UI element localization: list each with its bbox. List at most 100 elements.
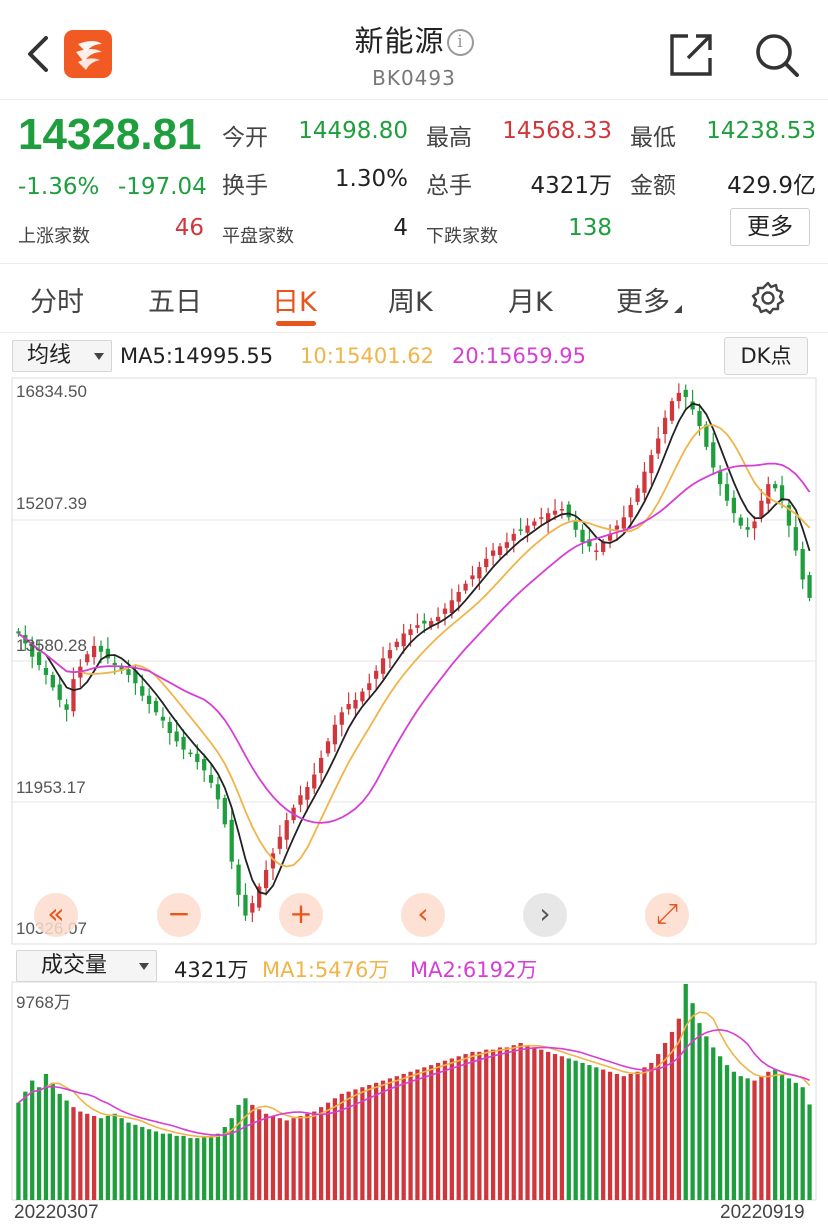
turnover-label: 换手 (222, 173, 268, 199)
rewind-button[interactable]: « (34, 893, 78, 937)
candle (250, 903, 255, 913)
candle (621, 517, 626, 529)
volume-bar (731, 1071, 737, 1200)
candle (98, 645, 104, 652)
volume-current: 4321万 (174, 958, 249, 982)
candle (181, 736, 186, 750)
indicator-select-value: 均线 (27, 343, 72, 368)
volume-bar (353, 1089, 358, 1200)
tab-daily-k[interactable]: 日K (272, 287, 317, 318)
volume-bar (745, 1078, 750, 1200)
zoom-out-button[interactable]: − (157, 893, 201, 937)
dk-point-button[interactable]: DK点 (724, 337, 808, 375)
search-icon[interactable] (754, 32, 800, 78)
volume-indicator-select[interactable]: 成交量 (16, 950, 157, 982)
tab-five-day[interactable]: 五日 (148, 287, 202, 318)
volume-bar (394, 1076, 399, 1200)
volume-bar (57, 1093, 62, 1200)
volume-bar (167, 1133, 172, 1200)
volume-bar (332, 1098, 338, 1200)
high-label: 最高 (426, 125, 472, 151)
candle (30, 641, 35, 657)
candle (456, 591, 461, 602)
more-quote-button[interactable]: 更多 (730, 208, 810, 246)
candle (147, 695, 152, 704)
candle (800, 549, 805, 580)
tab-intraday[interactable]: 分时 (30, 287, 84, 318)
volume-bar (222, 1127, 227, 1200)
info-icon[interactable]: i (446, 29, 474, 56)
volume-bar (195, 1138, 200, 1200)
candle (511, 533, 516, 541)
candle (422, 620, 427, 624)
candle (601, 542, 606, 552)
volume-bar (704, 1036, 709, 1200)
volume-bar (532, 1047, 537, 1200)
volume-bar (449, 1058, 454, 1200)
tab-monthly-k[interactable]: 月K (508, 287, 553, 318)
candle (57, 684, 62, 700)
volume-bar (759, 1076, 764, 1200)
candle (380, 658, 386, 674)
candle (607, 533, 613, 541)
candle (690, 401, 695, 410)
tab-weekly-k[interactable]: 周K (388, 287, 433, 318)
scroll-left-button[interactable]: ‹ (401, 893, 445, 937)
candle (532, 521, 537, 526)
gear-icon[interactable] (750, 280, 786, 316)
volume-bar (98, 1118, 104, 1200)
candle (263, 869, 269, 889)
candle (270, 853, 276, 869)
volume-bar (594, 1067, 599, 1200)
volume-bar (374, 1082, 379, 1200)
candle (257, 886, 262, 908)
candle (766, 484, 771, 504)
candle (325, 741, 331, 754)
start-date: 20220307 (14, 1202, 99, 1223)
volume-bar (415, 1069, 420, 1200)
volume-ma2: MA2:6192万 (410, 958, 538, 982)
volume-bar (587, 1065, 592, 1200)
volume-bar (442, 1060, 448, 1200)
period-tabs: 分时 五日 日K 周K 月K 更多 (0, 263, 828, 333)
dropdown-arrow-icon (139, 963, 149, 970)
candle (518, 529, 523, 531)
tab-more[interactable]: 更多 (616, 280, 682, 319)
fullscreen-button[interactable]: ⤢ (645, 893, 689, 937)
title-row: 新能源 i (0, 18, 828, 60)
open-label: 今开 (222, 125, 268, 151)
candle (174, 731, 179, 742)
zoom-in-button[interactable]: + (279, 893, 323, 937)
volume-bar (257, 1109, 262, 1200)
share-icon[interactable] (668, 32, 714, 78)
volume-bar (140, 1127, 145, 1200)
volume-bar (236, 1104, 241, 1200)
candle (374, 670, 379, 679)
ma20-value: 20:15659.95 (452, 344, 586, 368)
volume-bar (215, 1133, 221, 1200)
volume-bar (188, 1138, 193, 1200)
volume-bar (229, 1118, 234, 1200)
volume-bar (470, 1051, 475, 1200)
volume-bar (250, 1104, 255, 1200)
candle (752, 521, 757, 529)
candle (195, 753, 200, 763)
volume-bar (477, 1051, 482, 1200)
volume-bar (607, 1071, 613, 1200)
ma10-value: 10:15401.62 (300, 344, 434, 368)
back-arrow-icon[interactable] (22, 32, 58, 76)
active-tab-indicator (276, 321, 316, 326)
indicator-select[interactable]: 均线 (12, 340, 112, 372)
candle (215, 784, 221, 800)
candle (649, 455, 654, 474)
volume-bar (71, 1107, 76, 1200)
turnover-value: 1.30% (334, 166, 408, 192)
scroll-right-button[interactable]: › (523, 893, 567, 937)
candle (614, 525, 620, 530)
volume-bar (243, 1098, 248, 1200)
volume-bar (401, 1073, 406, 1200)
page-title: 新能源 (354, 24, 445, 58)
volume-bar (85, 1113, 90, 1200)
volume-bar (208, 1135, 214, 1200)
